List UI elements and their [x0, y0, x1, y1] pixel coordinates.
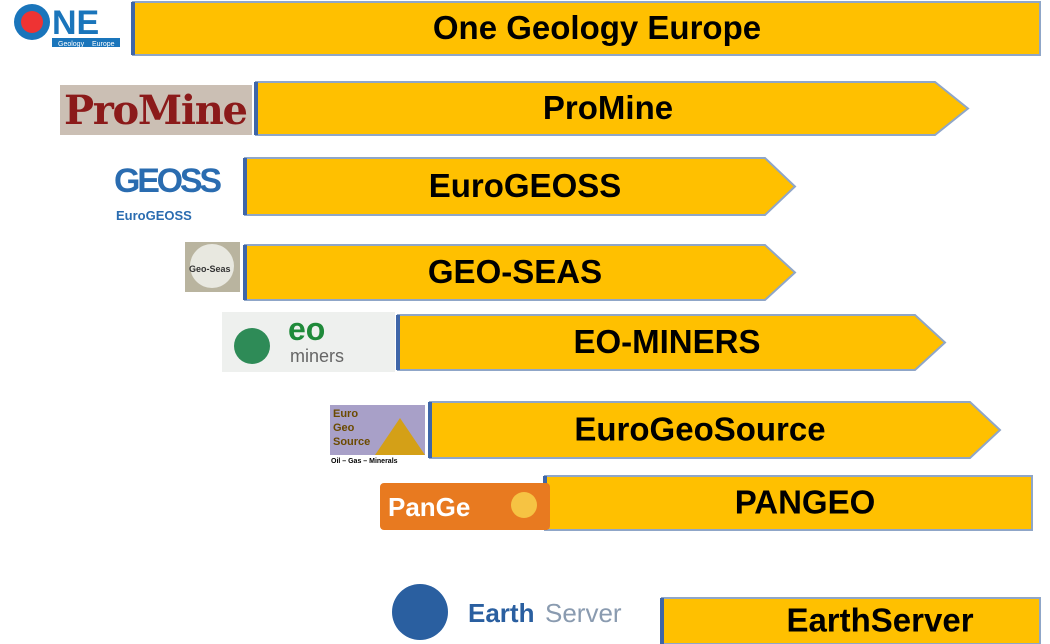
- banner-label: GEO-SEAS: [428, 253, 602, 290]
- item: EO-MINERS: [398, 315, 945, 370]
- logo-text: Euro: [333, 408, 358, 420]
- banner-label: EuroGEOSS: [429, 167, 622, 204]
- logo-icon: [511, 492, 537, 518]
- banner-label: PANGEO: [735, 484, 876, 521]
- banner-label: EuroGeoSource: [574, 411, 825, 448]
- item: PANGEO: [545, 476, 1032, 530]
- item: EuroGeoSource: [430, 402, 1000, 458]
- item: One Geology Europe: [133, 2, 1040, 55]
- logo-globe-inner: [21, 11, 43, 33]
- logo: Euro Geo Source Oil – Gas – Minerals: [330, 405, 425, 465]
- logo-text: Earth: [468, 598, 534, 628]
- logo-globe: [234, 328, 270, 364]
- logo-text: PanGe: [388, 492, 470, 522]
- logo-text: Geo-Seas: [189, 264, 231, 274]
- logo-sub: Europe: [92, 41, 115, 48]
- diagram: One Geology EuropeProMineEuroGEOSSGEO-SE…: [0, 0, 1050, 644]
- logo-sub: Oil – Gas – Minerals: [331, 458, 398, 465]
- item: EuroGEOSS: [245, 158, 795, 215]
- logo: PanGe: [380, 483, 550, 530]
- logo-text: GEOSS: [114, 162, 222, 200]
- logo-text: eo: [288, 311, 325, 347]
- logo: GEOSS EuroGEOSS: [114, 162, 222, 223]
- logo-text: NE: [52, 4, 99, 42]
- banner-label: EarthServer: [786, 602, 973, 639]
- logo-sub: Server: [545, 598, 622, 628]
- logo-globe: [392, 584, 448, 640]
- logo-sub: miners: [290, 346, 344, 366]
- item: EarthServer: [662, 598, 1040, 644]
- logo: ProMine: [60, 85, 252, 135]
- banner-label: One Geology Europe: [433, 9, 761, 46]
- logo: Geo-Seas: [185, 242, 240, 292]
- item: GEO-SEAS: [245, 245, 795, 300]
- item: ProMine: [256, 82, 968, 135]
- logo-sub: Source: [333, 436, 370, 448]
- logo-sub: EuroGEOSS: [116, 208, 192, 223]
- logo-sub: Geo: [333, 422, 355, 434]
- logo-text: ProMine: [64, 87, 248, 134]
- logo-sub: Geology: [58, 41, 85, 48]
- banner-label: ProMine: [543, 89, 673, 126]
- banner-label: EO-MINERS: [573, 323, 760, 360]
- logo: Earth Server: [392, 584, 622, 640]
